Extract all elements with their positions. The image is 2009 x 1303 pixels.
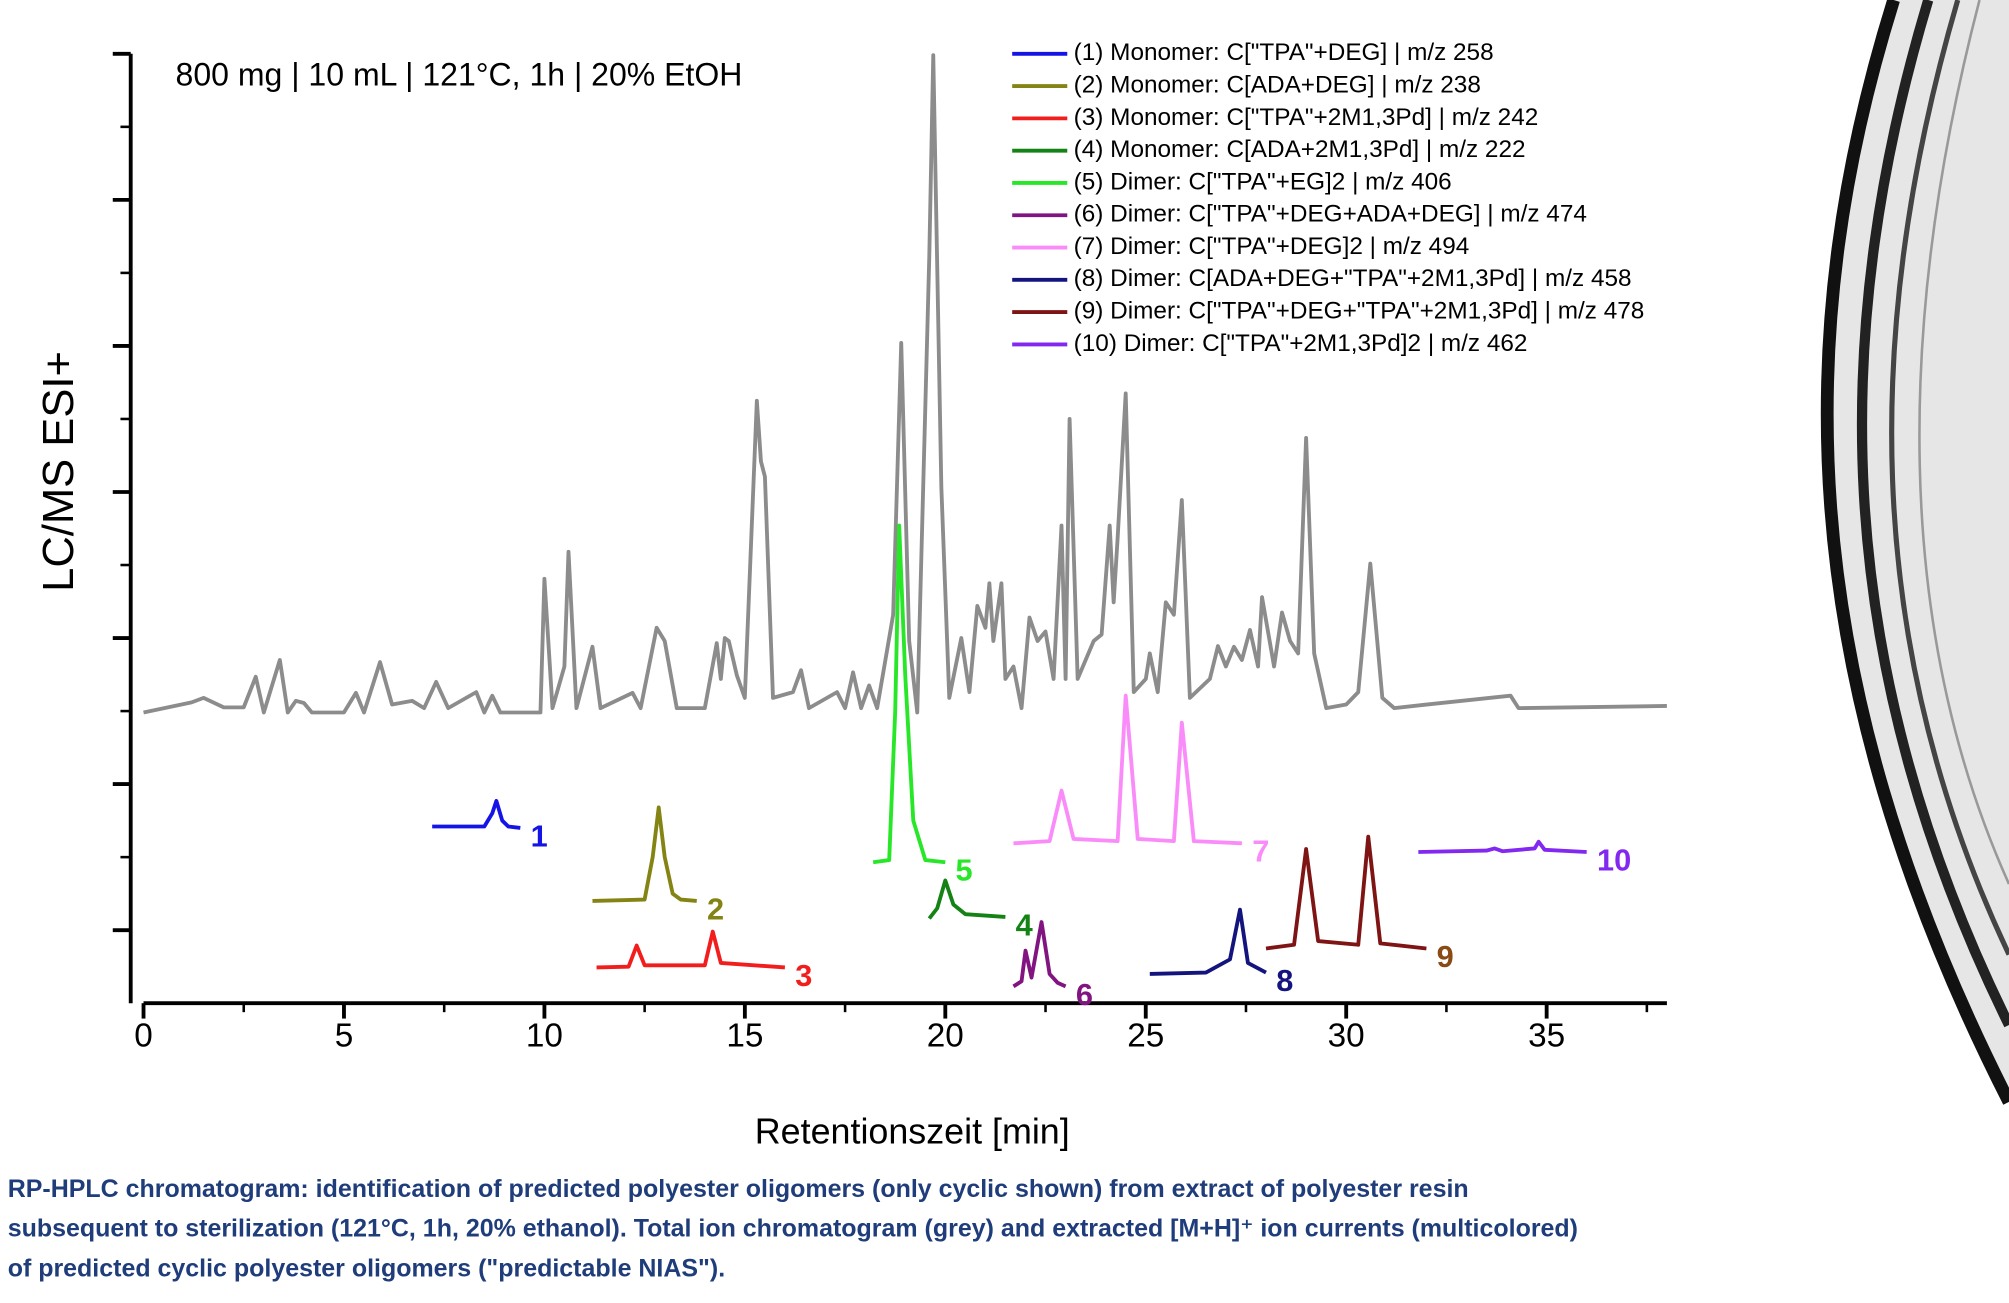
y-axis-label: LC/MS ESI+: [35, 351, 83, 592]
legend-label: (7) Dimer: C["TPA"+DEG]2 | m/z 494: [1074, 233, 1470, 260]
trace-label: 10: [1597, 842, 1631, 877]
legend-label: (5) Dimer: C["TPA"+EG]2 | m/z 406: [1074, 168, 1452, 195]
ion-trace: [1149, 907, 1267, 976]
ion-trace: [1012, 920, 1067, 989]
ion-trace: [596, 929, 786, 970]
ion-trace: [592, 805, 697, 903]
trace-label: 3: [795, 958, 812, 993]
x-tick-label: 35: [1528, 1018, 1565, 1055]
trace-label: 7: [1252, 834, 1269, 869]
ion-trace: [1013, 693, 1242, 846]
caption-line: RP-HPLC chromatogram: identification of …: [8, 1175, 1469, 1203]
ion-trace: [872, 523, 946, 865]
legend-label: (3) Monomer: C["TPA"+2M1,3Pd] | m/z 242: [1074, 104, 1539, 131]
trace-label: 6: [1076, 977, 1093, 1012]
annotation: 800 mg | 10 mL | 121°C, 1h | 20% EtOH: [176, 56, 743, 92]
trace-label: 8: [1276, 963, 1293, 998]
ion-trace: [432, 798, 521, 830]
legend-label: (1) Monomer: C["TPA"+DEG] | m/z 258: [1074, 39, 1494, 66]
legend-label: (10) Dimer: C["TPA"+2M1,3Pd]2 | m/z 462: [1074, 330, 1528, 357]
legend-label: (2) Monomer: C[ADA+DEG] | m/z 238: [1074, 72, 1481, 99]
x-tick-label: 10: [526, 1018, 563, 1055]
x-tick-label: 25: [1127, 1018, 1164, 1055]
x-tick-label: 0: [134, 1018, 153, 1055]
trace-label: 1: [531, 818, 548, 853]
ion-trace: [1265, 834, 1427, 951]
legend-label: (9) Dimer: C["TPA"+DEG+"TPA"+2M1,3Pd] | …: [1074, 298, 1645, 325]
trace-label: 9: [1437, 939, 1454, 974]
x-axis-label: Retentionszeit [min]: [755, 1111, 1070, 1151]
x-tick-label: 15: [726, 1018, 763, 1055]
x-tick-label: 20: [927, 1018, 964, 1055]
petri-dish: [1820, 0, 2009, 1105]
caption-line: subsequent to sterilization (121°C, 1h, …: [8, 1215, 1578, 1243]
legend-label: (6) Dimer: C["TPA"+DEG+ADA+DEG] | m/z 47…: [1074, 201, 1587, 228]
legend-label: (8) Dimer: C[ADA+DEG+"TPA"+2M1,3Pd] | m/…: [1074, 265, 1632, 292]
tic-line: [143, 53, 1667, 715]
trace-label: 5: [956, 853, 973, 888]
x-tick-label: 30: [1328, 1018, 1365, 1055]
trace-label: 2: [707, 891, 724, 926]
trace-label: 4: [1016, 907, 1033, 942]
x-tick-label: 5: [335, 1018, 354, 1055]
ion-trace: [1418, 839, 1587, 854]
ion-trace: [927, 878, 1006, 920]
legend-label: (4) Monomer: C[ADA+2M1,3Pd] | m/z 222: [1074, 136, 1526, 163]
caption-line: of predicted cyclic polyester oligomers …: [8, 1254, 725, 1282]
